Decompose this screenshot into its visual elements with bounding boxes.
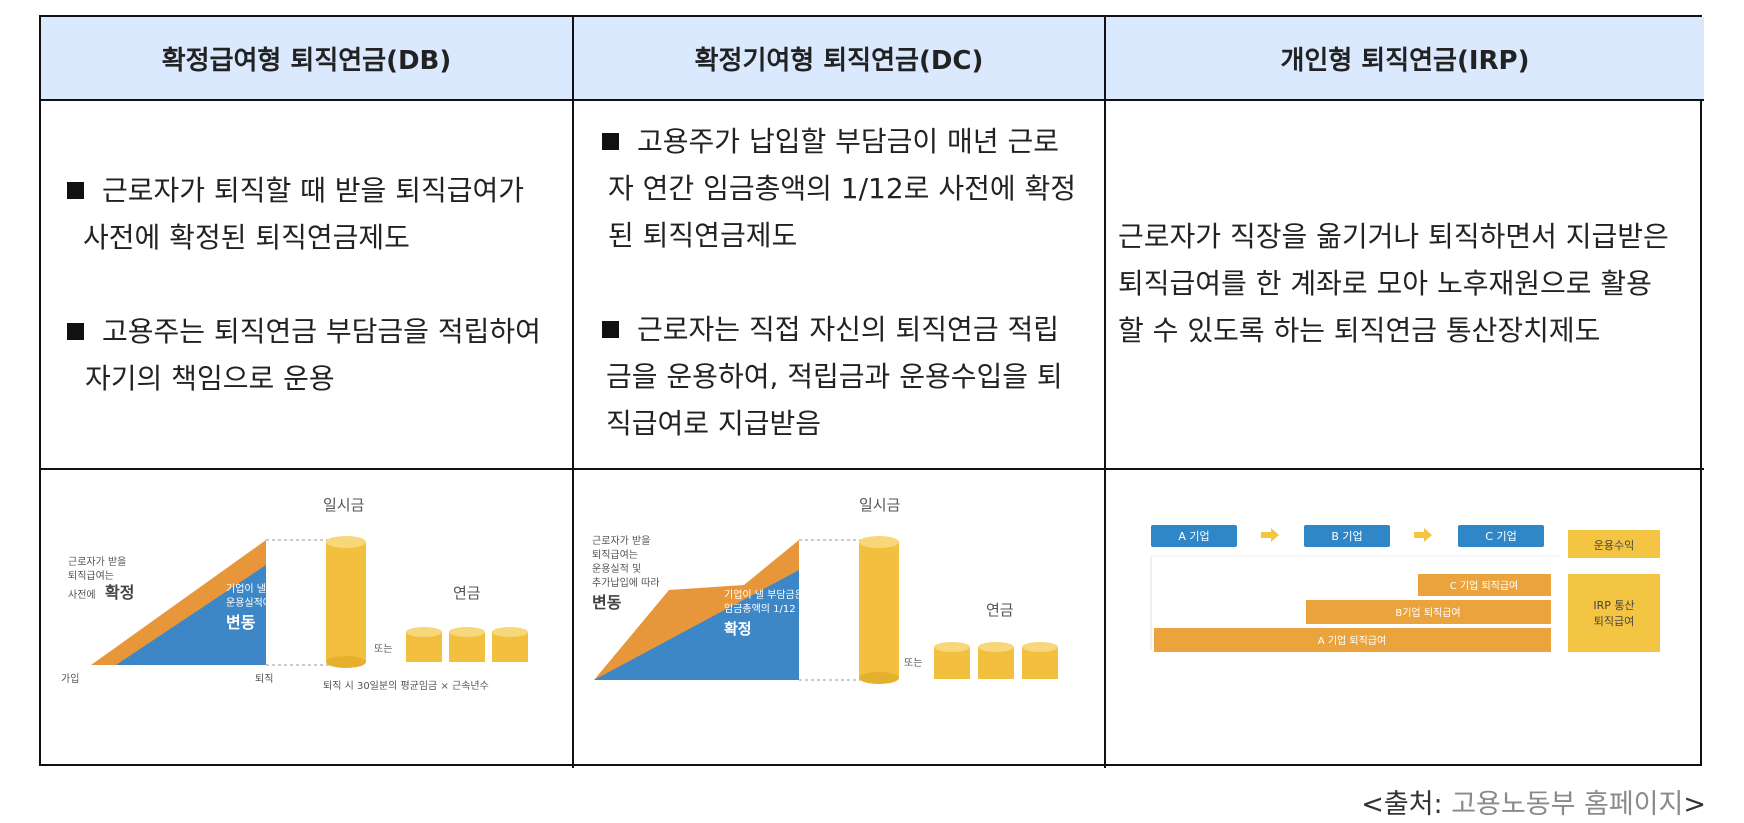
irp-line-1: 근로자가 직장을 옮기거나 퇴직하면서 지급받은 xyxy=(1118,220,1669,253)
dc-description: 고용주가 납입할 부담금이 매년 근로 자 연간 임금총액의 1/12로 사전에… xyxy=(600,118,1094,447)
irp-company-b-label: B 기업 xyxy=(1331,530,1362,543)
db-illustration-cell: 일시금 연금 또는 근로자가 받을 퇴직급여는 사전에 확정 기업이 낼 부담금… xyxy=(41,470,574,768)
irp-total-label-2: 퇴직급여 xyxy=(1594,615,1634,628)
dc-bullet-2-line-3: 직급여로 지급받음 xyxy=(606,407,821,440)
db-illustration: 일시금 연금 또는 근로자가 받을 퇴직급여는 사전에 확정 기업이 낼 부담금… xyxy=(61,496,528,692)
header-dc-label: 확정기여형 퇴직연금(DC) xyxy=(694,45,984,76)
db-fixed-label: 확정 xyxy=(105,583,134,602)
db-note-1: 근로자가 받을 xyxy=(68,556,126,568)
dc-bullet-2: 근로자는 직접 자신의 퇴직연금 적립 xyxy=(600,306,1094,353)
irp-company-c-box xyxy=(1458,525,1544,547)
dc-bullet-1-line-3: 된 퇴직연금제도 xyxy=(608,219,798,252)
dc-note-2: 퇴직급여는 xyxy=(592,549,638,561)
irp-bar-b xyxy=(1306,600,1551,624)
irp-company-a-box xyxy=(1151,525,1237,547)
irp-company-c-label: C 기업 xyxy=(1485,530,1516,543)
irp-description-cell: 근로자가 직장을 옮기거나 퇴직하면서 지급받은 퇴직급여를 한 계좌로 모아 … xyxy=(1106,101,1704,470)
irp-description: 근로자가 직장을 옮기거나 퇴직하면서 지급받은 퇴직급여를 한 계좌로 모아 … xyxy=(1118,213,1696,354)
db-blue-note-2: 운용실적에 따라 xyxy=(226,597,294,609)
header-db-label: 확정급여형 퇴직연금(DB) xyxy=(161,45,452,76)
db-or-label: 또는 xyxy=(374,643,392,655)
dc-bullet-1: 고용주가 납입할 부담금이 매년 근로 xyxy=(600,118,1094,165)
db-note-2: 퇴직급여는 xyxy=(68,570,114,582)
header-irp-label: 개인형 퇴직연금(IRP) xyxy=(1280,45,1530,76)
arrow-right-icon xyxy=(1414,528,1432,542)
dc-description-cell: 고용주가 납입할 부담금이 매년 근로 자 연간 임금총액의 1/12로 사전에… xyxy=(574,101,1106,470)
dc-bullet-1-line-2: 자 연간 임금총액의 1/12로 사전에 확정 xyxy=(608,172,1077,205)
header-irp: 개인형 퇴직연금(IRP) xyxy=(1106,17,1704,101)
db-blue-note-1: 기업이 낼 부담금은 xyxy=(226,582,306,595)
arrow-right-icon xyxy=(1261,528,1279,542)
dc-bullet-1-line-1: 고용주가 납입할 부담금이 매년 근로 xyxy=(637,125,1060,158)
retirement-pension-table: 확정급여형 퇴직연금(DB) 확정기여형 퇴직연금(DC) 개인형 퇴직연금(I… xyxy=(39,15,1704,768)
dc-fixed-label: 확정 xyxy=(724,620,752,638)
irp-bar-a xyxy=(1154,628,1551,652)
irp-bar-c xyxy=(1418,574,1551,596)
irp-company-b-box xyxy=(1304,525,1390,547)
header-db: 확정급여형 퇴직연금(DB) xyxy=(41,17,574,101)
db-description: 근로자가 퇴직할 때 받을 퇴직급여가 사전에 확정된 퇴직연금제도 고용주는 … xyxy=(65,167,562,402)
irp-total-label-1: IRP 통산 xyxy=(1593,599,1634,612)
dc-pension-coin xyxy=(978,647,1014,679)
irp-bar-a-label: A 기업 퇴직급여 xyxy=(1318,634,1386,647)
db-variable-label: 변동 xyxy=(226,613,256,632)
source-name: 고용노동부 홈페이지 xyxy=(1451,789,1684,820)
irp-return-label: 운용수익 xyxy=(1594,539,1634,552)
dc-bullet-2-line-2: 금을 운용하여, 적립금과 운용수입을 퇴 xyxy=(606,360,1063,393)
dc-note-3: 운용실적 및 xyxy=(592,563,641,575)
irp-line-2: 퇴직급여를 한 계좌로 모아 노후재원으로 활용 xyxy=(1118,267,1652,300)
source-suffix: > xyxy=(1683,789,1706,820)
dc-blue-note-2: 임금총액의 1/12 xyxy=(724,602,796,615)
dc-or-label: 또는 xyxy=(904,657,922,669)
square-bullet-icon xyxy=(67,323,84,340)
dc-lump-sum-label: 일시금 xyxy=(859,496,901,514)
dc-note-4: 추가납입에 따라 xyxy=(592,576,660,589)
db-bullet-2-line-1: 고용주는 퇴직연금 부담금을 적립하여 xyxy=(102,315,541,348)
irp-return-box xyxy=(1568,530,1660,558)
irp-bar-b-label: B기업 퇴직급여 xyxy=(1395,606,1460,619)
irp-illustration: A 기업 B 기업 C 기업 운용수익 C 기업 퇴직급여 xyxy=(1150,525,1660,652)
db-blue-area xyxy=(116,565,266,665)
dc-pension-label: 연금 xyxy=(986,601,1014,619)
dc-bullet-2-line-1: 근로자는 직접 자신의 퇴직연금 적립 xyxy=(637,313,1060,346)
db-formula-label: 퇴직 시 30일분의 평균임금 × 근속년수 xyxy=(323,679,489,692)
square-bullet-icon xyxy=(602,133,619,150)
dc-pension-coin xyxy=(1022,647,1058,679)
dc-pension-coin xyxy=(934,647,970,679)
dc-note-1: 근로자가 받을 xyxy=(592,535,650,547)
dc-variable-label: 변동 xyxy=(592,593,622,612)
dc-blue-area xyxy=(594,570,799,680)
db-bullet-1-line-2: 사전에 확정된 퇴직연금제도 xyxy=(83,221,410,254)
db-note-3: 사전에 xyxy=(68,589,96,601)
irp-line-3: 할 수 있도록 하는 퇴직연금 통산장치제도 xyxy=(1118,314,1601,347)
db-description-cell: 근로자가 퇴직할 때 받을 퇴직급여가 사전에 확정된 퇴직연금제도 고용주는 … xyxy=(41,101,574,470)
source-prefix: <출처: xyxy=(1361,789,1452,820)
square-bullet-icon xyxy=(602,321,619,338)
irp-total-box xyxy=(1568,574,1660,652)
dc-lump-sum-cylinder xyxy=(859,542,899,678)
db-join-label: 가입 xyxy=(61,672,79,685)
square-bullet-icon xyxy=(67,182,84,199)
header-dc: 확정기여형 퇴직연금(DC) xyxy=(574,17,1106,101)
dc-blue-note-1: 기업이 낼 부담금은 xyxy=(724,588,804,601)
db-lump-sum-cylinder xyxy=(326,542,366,662)
db-bullet-1-line-1: 근로자가 퇴직할 때 받을 퇴직급여가 xyxy=(102,174,525,207)
db-retire-label: 퇴직 xyxy=(255,673,273,685)
dc-illustration-cell: 일시금 연금 또는 근로자가 받을 퇴직급여는 운용실적 및 추가납입에 따라 … xyxy=(574,470,1106,768)
irp-bar-c-label: C 기업 퇴직급여 xyxy=(1450,579,1519,592)
db-bullet-1: 근로자가 퇴직할 때 받을 퇴직급여가 xyxy=(65,167,562,214)
db-lump-sum-label: 일시금 xyxy=(323,496,365,514)
db-bullet-2: 고용주는 퇴직연금 부담금을 적립하여 xyxy=(65,308,562,355)
irp-company-a-label: A 기업 xyxy=(1178,530,1209,543)
db-bullet-2-line-2: 자기의 책임으로 운용 xyxy=(85,362,335,395)
source-caption: <출처: 고용노동부 홈페이지> xyxy=(1361,782,1706,821)
db-pension-label: 연금 xyxy=(453,584,481,602)
irp-illustration-cell: A 기업 B 기업 C 기업 운용수익 C 기업 퇴직급여 xyxy=(1106,470,1704,768)
dc-illustration: 일시금 연금 또는 근로자가 받을 퇴직급여는 운용실적 및 추가납입에 따라 … xyxy=(592,496,1058,684)
